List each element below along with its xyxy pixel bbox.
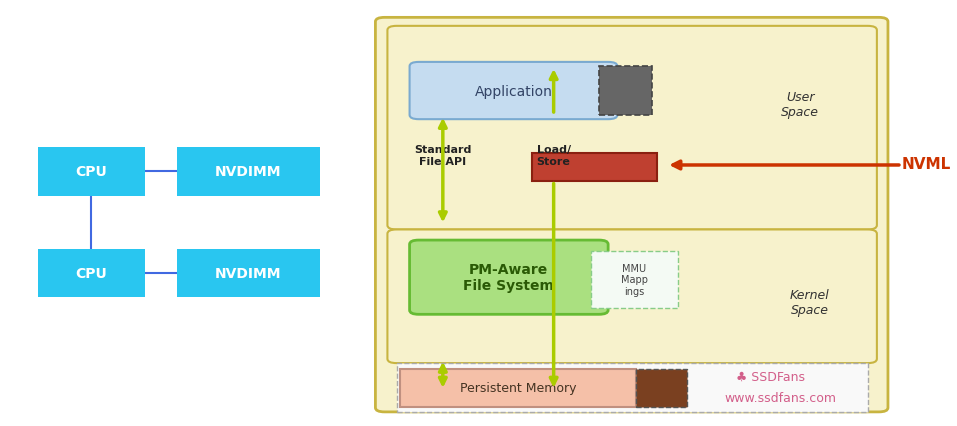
- Text: Application: Application: [475, 84, 552, 98]
- Text: Kernel
Space: Kernel Space: [790, 288, 830, 316]
- Text: CPU: CPU: [76, 266, 107, 280]
- FancyBboxPatch shape: [590, 251, 679, 308]
- FancyBboxPatch shape: [177, 249, 320, 298]
- Text: NVDIMM: NVDIMM: [215, 266, 281, 280]
- Text: Standard
File API: Standard File API: [414, 145, 472, 167]
- FancyBboxPatch shape: [38, 147, 145, 196]
- Text: Persistent Memory: Persistent Memory: [460, 381, 576, 394]
- FancyBboxPatch shape: [410, 63, 617, 120]
- FancyBboxPatch shape: [38, 249, 145, 298]
- FancyBboxPatch shape: [388, 230, 877, 363]
- Text: Load/
Store: Load/ Store: [537, 145, 570, 167]
- Text: ♣ SSDFans: ♣ SSDFans: [736, 369, 805, 383]
- FancyBboxPatch shape: [400, 369, 635, 407]
- Text: www.ssdfans.com: www.ssdfans.com: [724, 391, 836, 403]
- FancyBboxPatch shape: [635, 369, 686, 407]
- FancyBboxPatch shape: [388, 27, 877, 230]
- Text: NVML: NVML: [901, 157, 951, 172]
- FancyBboxPatch shape: [177, 147, 320, 196]
- FancyBboxPatch shape: [375, 18, 888, 412]
- Text: MMU
Mapp
ings: MMU Mapp ings: [621, 263, 648, 296]
- Text: CPU: CPU: [76, 165, 107, 179]
- FancyBboxPatch shape: [410, 241, 608, 314]
- FancyBboxPatch shape: [532, 154, 657, 181]
- Text: User
Space: User Space: [781, 91, 819, 119]
- Text: PM-Aware
File System: PM-Aware File System: [463, 262, 554, 293]
- Text: NVDIMM: NVDIMM: [215, 165, 281, 179]
- FancyBboxPatch shape: [396, 363, 868, 412]
- FancyBboxPatch shape: [599, 67, 653, 115]
